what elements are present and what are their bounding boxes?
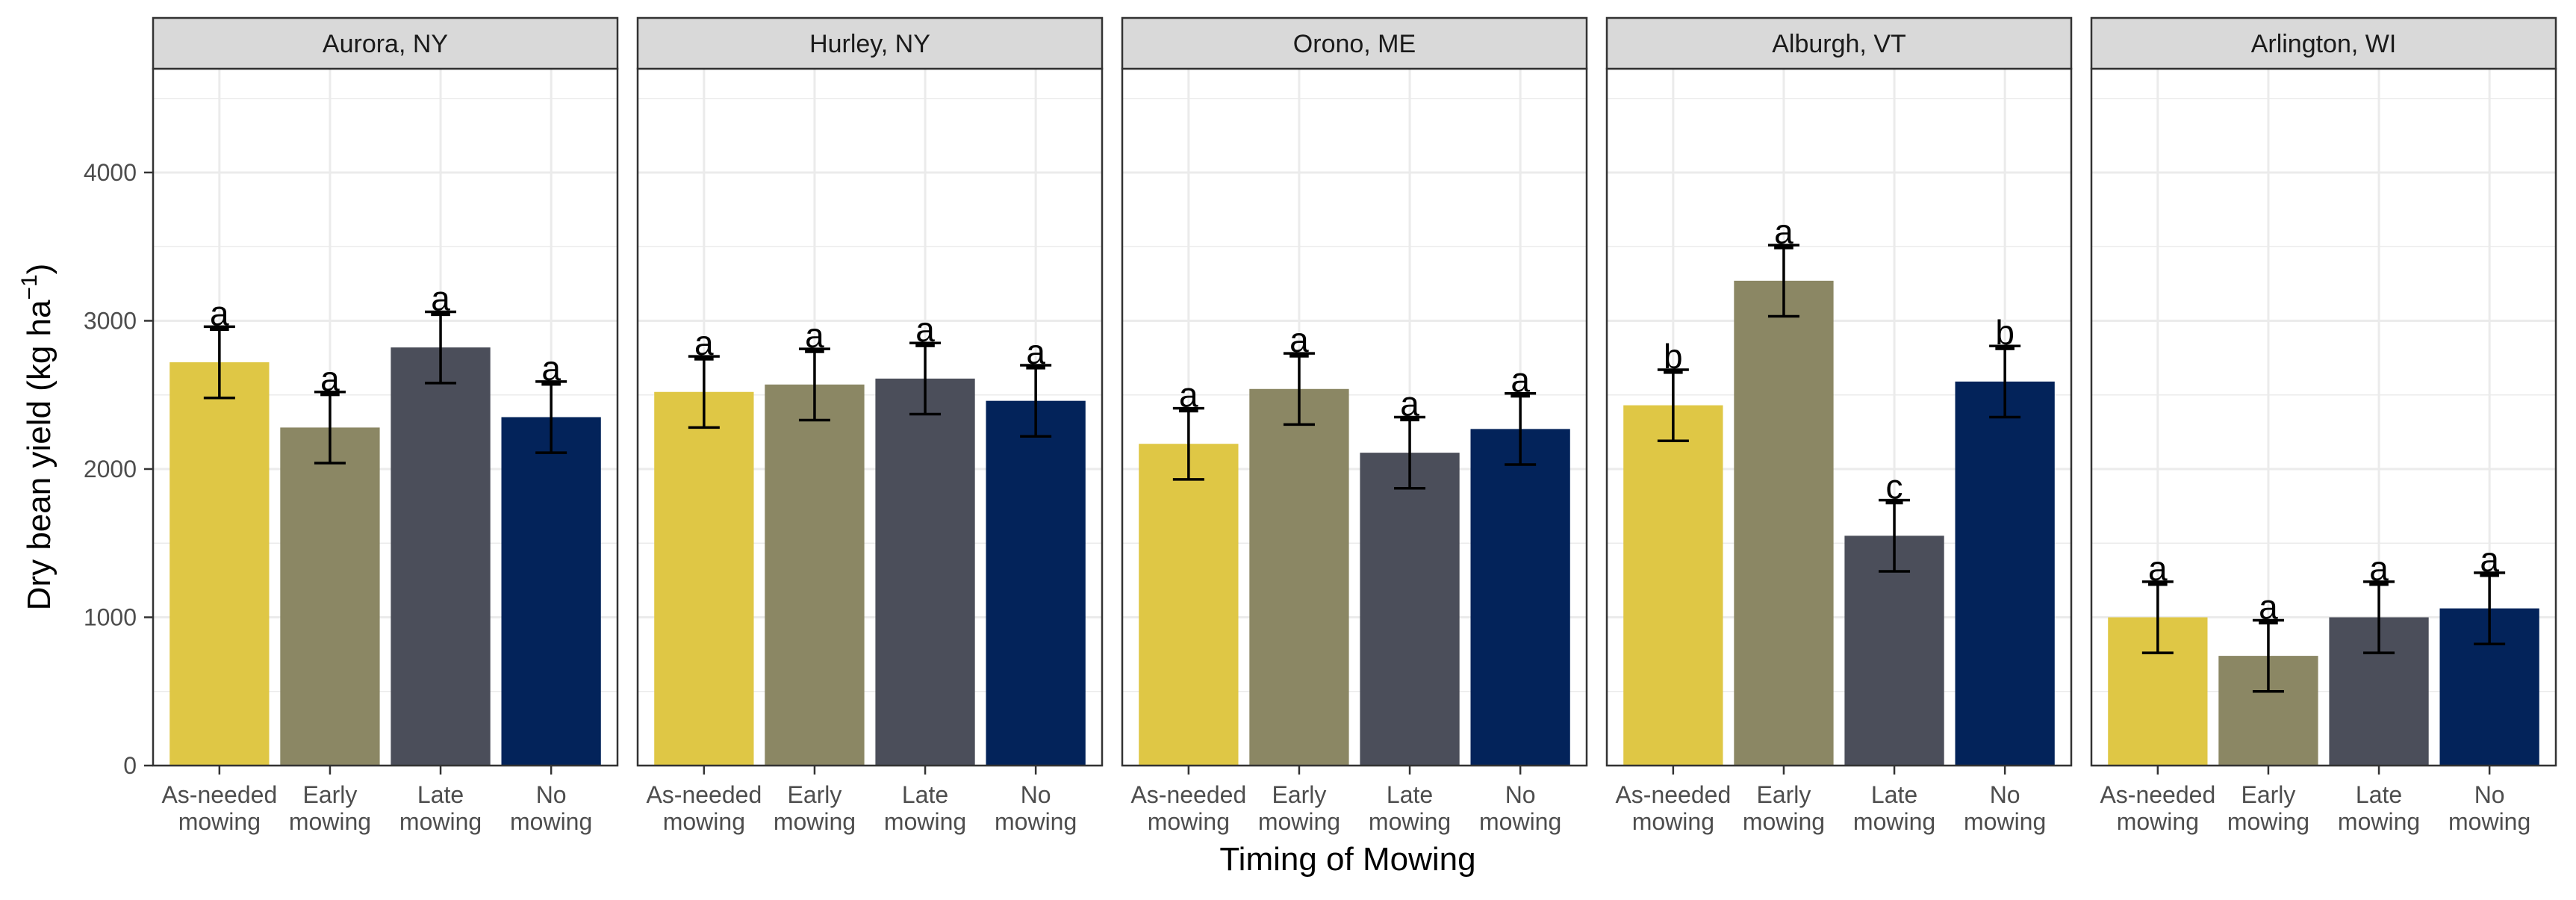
significance-letter: c xyxy=(1886,468,1903,506)
bar xyxy=(169,362,270,766)
x-tick-label: Late mowing xyxy=(2338,781,2420,835)
bar xyxy=(501,417,601,766)
x-tick-label: Early mowing xyxy=(1258,781,1340,835)
x-tick-label: As-needed mowing xyxy=(1130,781,1246,835)
bar xyxy=(1470,429,1570,766)
significance-letter: a xyxy=(2148,549,2168,588)
x-axis-title: Timing of Mowing xyxy=(1219,841,1475,878)
bar xyxy=(765,384,865,766)
facet-strip-label: Hurley, NY xyxy=(809,30,930,58)
facet-strip xyxy=(636,16,1104,70)
x-tick-label: No mowing xyxy=(2448,781,2530,835)
significance-letter: a xyxy=(1400,385,1419,423)
bar xyxy=(391,347,491,766)
significance-letter: a xyxy=(2259,587,2278,626)
y-tick-label: 3000 xyxy=(84,307,137,334)
bar xyxy=(1955,381,2055,766)
x-tick-label: No mowing xyxy=(995,781,1077,835)
x-tick-label: No mowing xyxy=(510,781,592,835)
facet-strip xyxy=(2090,16,2557,70)
significance-letter: a xyxy=(1179,376,1198,415)
significance-letter: a xyxy=(431,279,450,318)
significance-letter: a xyxy=(320,359,340,398)
facet-strip xyxy=(152,16,619,70)
significance-letter: b xyxy=(1664,337,1683,376)
bar xyxy=(875,378,975,766)
bar xyxy=(654,391,754,766)
y-axis-title: Dry bean yield (kg ha−1) xyxy=(17,264,57,611)
bar xyxy=(1734,280,1834,766)
significance-letter: a xyxy=(1774,212,1793,251)
facet-panel: a As-needed mowing a Early mowing a Late mowing a… xyxy=(2090,16,2557,835)
significance-letter: a xyxy=(2369,549,2389,588)
y-axis-title-superscript: −1 xyxy=(17,274,42,300)
bar xyxy=(1623,405,1723,766)
significance-letter: a xyxy=(2480,540,2499,579)
facet-strip-label: Arlington, WI xyxy=(2251,30,2397,58)
significance-letter: a xyxy=(1289,320,1309,359)
x-tick-label: Late mowing xyxy=(884,781,966,835)
y-tick-label: 1000 xyxy=(84,603,137,630)
x-tick-label: As-needed mowing xyxy=(1615,781,1731,835)
x-tick-label: Early mowing xyxy=(1743,781,1825,835)
facet-strip xyxy=(1605,16,2073,70)
x-tick-label: As-needed mowing xyxy=(2100,781,2215,835)
bar xyxy=(986,400,1086,766)
x-tick-label: As-needed mowing xyxy=(161,781,277,835)
significance-letter: b xyxy=(1995,313,2015,352)
significance-letter: a xyxy=(694,323,714,362)
y-axis-title-main: Dry bean yield (kg ha xyxy=(21,300,57,610)
facet-panel: a As-needed mowing a Early mowing a Late mowing a… xyxy=(636,16,1104,835)
significance-letter: a xyxy=(210,294,229,332)
bar xyxy=(1249,388,1349,766)
facet-panel: b As-needed mowing a Early mowing c Late mowing b… xyxy=(1605,16,2073,835)
significance-letter: a xyxy=(541,349,561,388)
bar xyxy=(1844,536,1944,766)
y-tick-label: 2000 xyxy=(84,456,137,482)
x-tick-label: Early mowing xyxy=(2227,781,2309,835)
y-tick-label: 0 xyxy=(123,752,137,779)
y-tick-label: 4000 xyxy=(84,159,137,186)
x-tick-label: Late mowing xyxy=(399,781,482,835)
facet-panel: a As-needed mowing a Early mowing a Late mowing a… xyxy=(152,16,619,835)
x-tick-label: No mowing xyxy=(1964,781,2046,835)
x-tick-label: Late mowing xyxy=(1853,781,1935,835)
x-tick-label: No mowing xyxy=(1479,781,1561,835)
panels-layer: a As-needed mowing a Early mowing a Late mowing a… xyxy=(152,16,2557,835)
bar xyxy=(280,427,380,766)
significance-letter: a xyxy=(915,310,935,349)
y-axis: 0 1000 2000 3000 4000 xyxy=(84,159,153,779)
significance-letter: a xyxy=(805,316,824,355)
facet-strip xyxy=(1121,16,1588,70)
facet-strip-label: Alburgh, VT xyxy=(1772,30,1906,58)
facet-panel: a As-needed mowing a Early mowing a Late mowing a… xyxy=(1121,16,1588,835)
significance-letter: a xyxy=(1026,332,1045,371)
facet-strip-label: Aurora, NY xyxy=(323,30,448,58)
significance-letter: a xyxy=(1511,361,1530,400)
bar xyxy=(1139,444,1239,766)
y-axis-title-end: ) xyxy=(21,264,57,275)
x-tick-label: Early mowing xyxy=(774,781,856,835)
bar xyxy=(1360,453,1460,766)
x-tick-label: Early mowing xyxy=(289,781,371,835)
x-tick-label: As-needed mowing xyxy=(646,781,762,835)
x-tick-label: Late mowing xyxy=(1369,781,1451,835)
facet-strip-label: Orono, ME xyxy=(1293,30,1416,58)
